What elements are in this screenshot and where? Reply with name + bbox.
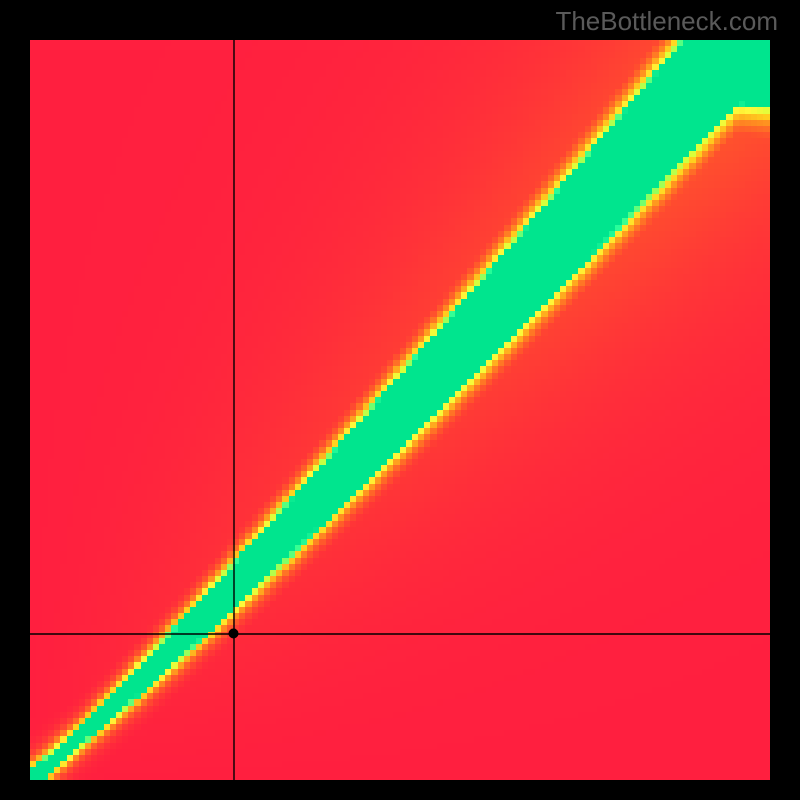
watermark-text: TheBottleneck.com (555, 6, 778, 37)
bottleneck-heatmap (30, 40, 770, 780)
chart-container: TheBottleneck.com (0, 0, 800, 800)
